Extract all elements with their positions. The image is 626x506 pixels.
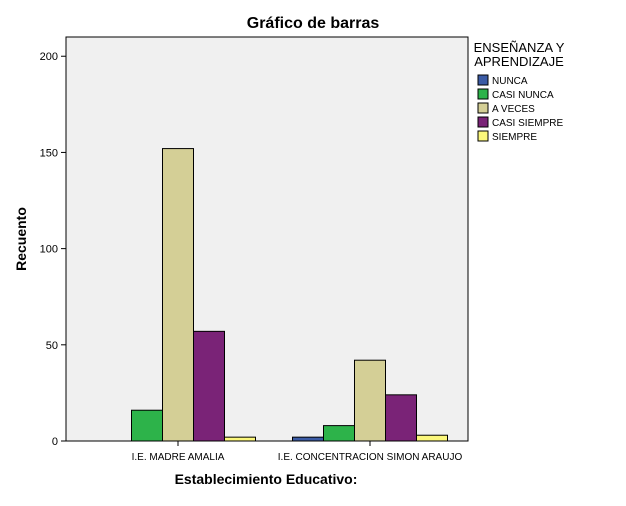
y-tick-label: 50: [46, 340, 58, 352]
legend-swatch: [477, 102, 489, 114]
x-axis-label: Establecimiento Educativo:: [175, 471, 358, 487]
legend-label: NUNCA: [492, 76, 528, 87]
bar-casi-siempre: [193, 330, 225, 442]
bar-siempre: [416, 434, 448, 442]
legend-swatch: [477, 74, 489, 86]
bar-casi-siempre: [385, 394, 417, 442]
y-axis-label: Recuento: [13, 207, 29, 271]
bar-a-veces: [354, 359, 386, 442]
bar-casi-nunca: [323, 425, 355, 442]
legend-label: SIEMPRE: [492, 132, 537, 143]
legend-label: CASI NUNCA: [492, 90, 554, 101]
bar-nunca: [292, 436, 324, 442]
plot-area: [65, 36, 469, 442]
legend-title-line-2: APRENDIZAJE: [474, 54, 564, 69]
legend-label: A VECES: [492, 104, 535, 115]
legend-swatch: [477, 130, 489, 142]
legend-swatch: [477, 116, 489, 128]
y-tick-label: 150: [40, 147, 58, 159]
legend-swatch: [477, 88, 489, 100]
bar-a-veces: [162, 148, 194, 442]
y-tick-label: 100: [40, 244, 58, 256]
bar-casi-nunca: [131, 409, 163, 442]
legend-title-line-1: ENSEÑANZA Y: [474, 40, 565, 55]
y-tick-label: 200: [40, 51, 58, 63]
y-tick-label: 0: [52, 436, 58, 448]
chart-title: Gráfico de barras: [247, 15, 380, 32]
bar-siempre: [224, 436, 256, 442]
legend-label: CASI SIEMPRE: [492, 118, 563, 129]
x-tick-label: I.E. CONCENTRACION SIMON ARAUJO: [278, 452, 463, 463]
x-tick-label: I.E. MADRE AMALIA: [132, 452, 225, 463]
